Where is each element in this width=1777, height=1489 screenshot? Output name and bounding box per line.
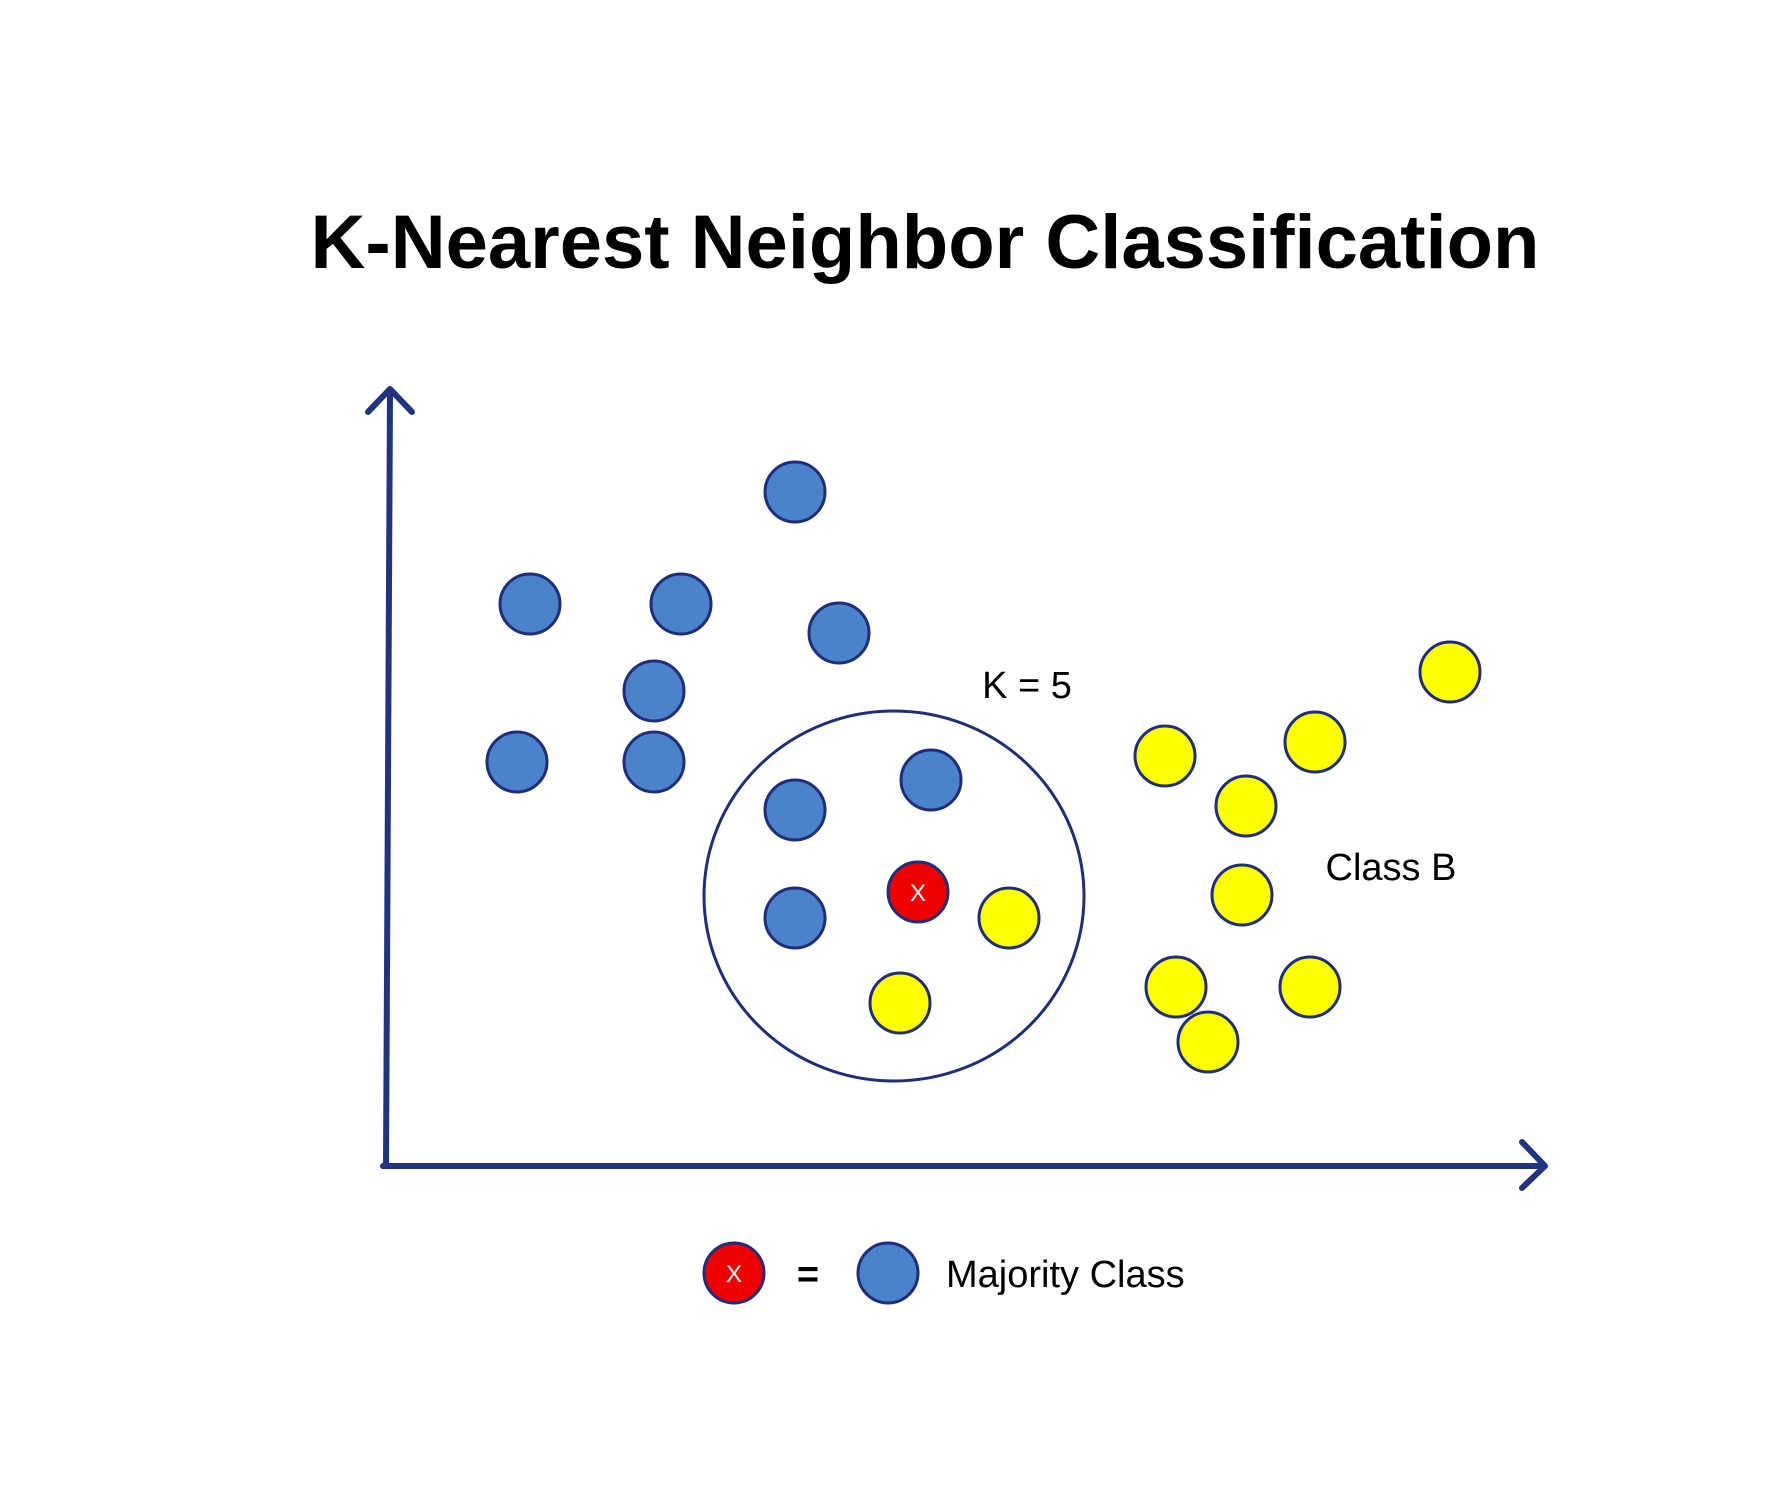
- class-a-points: [485, 460, 963, 950]
- class-a-point: [498, 572, 562, 636]
- y-axis-arrowhead: [365, 386, 415, 415]
- class-a-point: [763, 460, 827, 524]
- query-point-label: X: [910, 880, 926, 907]
- x-axis-arrowhead: [1519, 1139, 1548, 1191]
- axes: [365, 386, 1548, 1191]
- class-a-point: [622, 730, 686, 794]
- class-a-point: [763, 886, 827, 950]
- class-a-point: [485, 730, 549, 794]
- legend-class-a-circle: [856, 1241, 920, 1305]
- query-point: X: [886, 860, 950, 924]
- class-b-points: [868, 640, 1482, 1074]
- y-axis: [383, 389, 393, 1169]
- k-neighborhood-circle: [702, 709, 1086, 1083]
- class-a-point: [763, 778, 827, 842]
- class-b-point: [1418, 640, 1482, 704]
- legend: X = Majority Class: [702, 1241, 1185, 1305]
- class-a-point: [899, 748, 963, 812]
- legend-query-circle: [702, 1241, 766, 1305]
- diagram-title: K-Nearest Neighbor Classification: [311, 200, 1540, 285]
- class-a-point: [807, 601, 871, 665]
- k-value-label: K = 5: [982, 665, 1072, 707]
- class-b-label: Class B: [1326, 847, 1457, 889]
- class-b-point: [1176, 1010, 1240, 1074]
- class-b-point: [1210, 863, 1274, 927]
- legend-equals-sign: =: [797, 1254, 819, 1296]
- class-a-point: [622, 659, 686, 723]
- class-b-point: [1133, 724, 1197, 788]
- legend-majority-class-label: Majority Class: [946, 1254, 1185, 1296]
- class-a-point: [649, 572, 713, 636]
- class-b-point: [977, 886, 1041, 950]
- class-b-point: [1278, 955, 1342, 1019]
- class-b-point: [868, 971, 932, 1035]
- class-b-point: [1214, 774, 1278, 838]
- legend-query-label: X: [726, 1261, 742, 1288]
- query-point-circle: [886, 860, 950, 924]
- class-b-point: [1144, 955, 1208, 1019]
- class-b-point: [1283, 710, 1347, 774]
